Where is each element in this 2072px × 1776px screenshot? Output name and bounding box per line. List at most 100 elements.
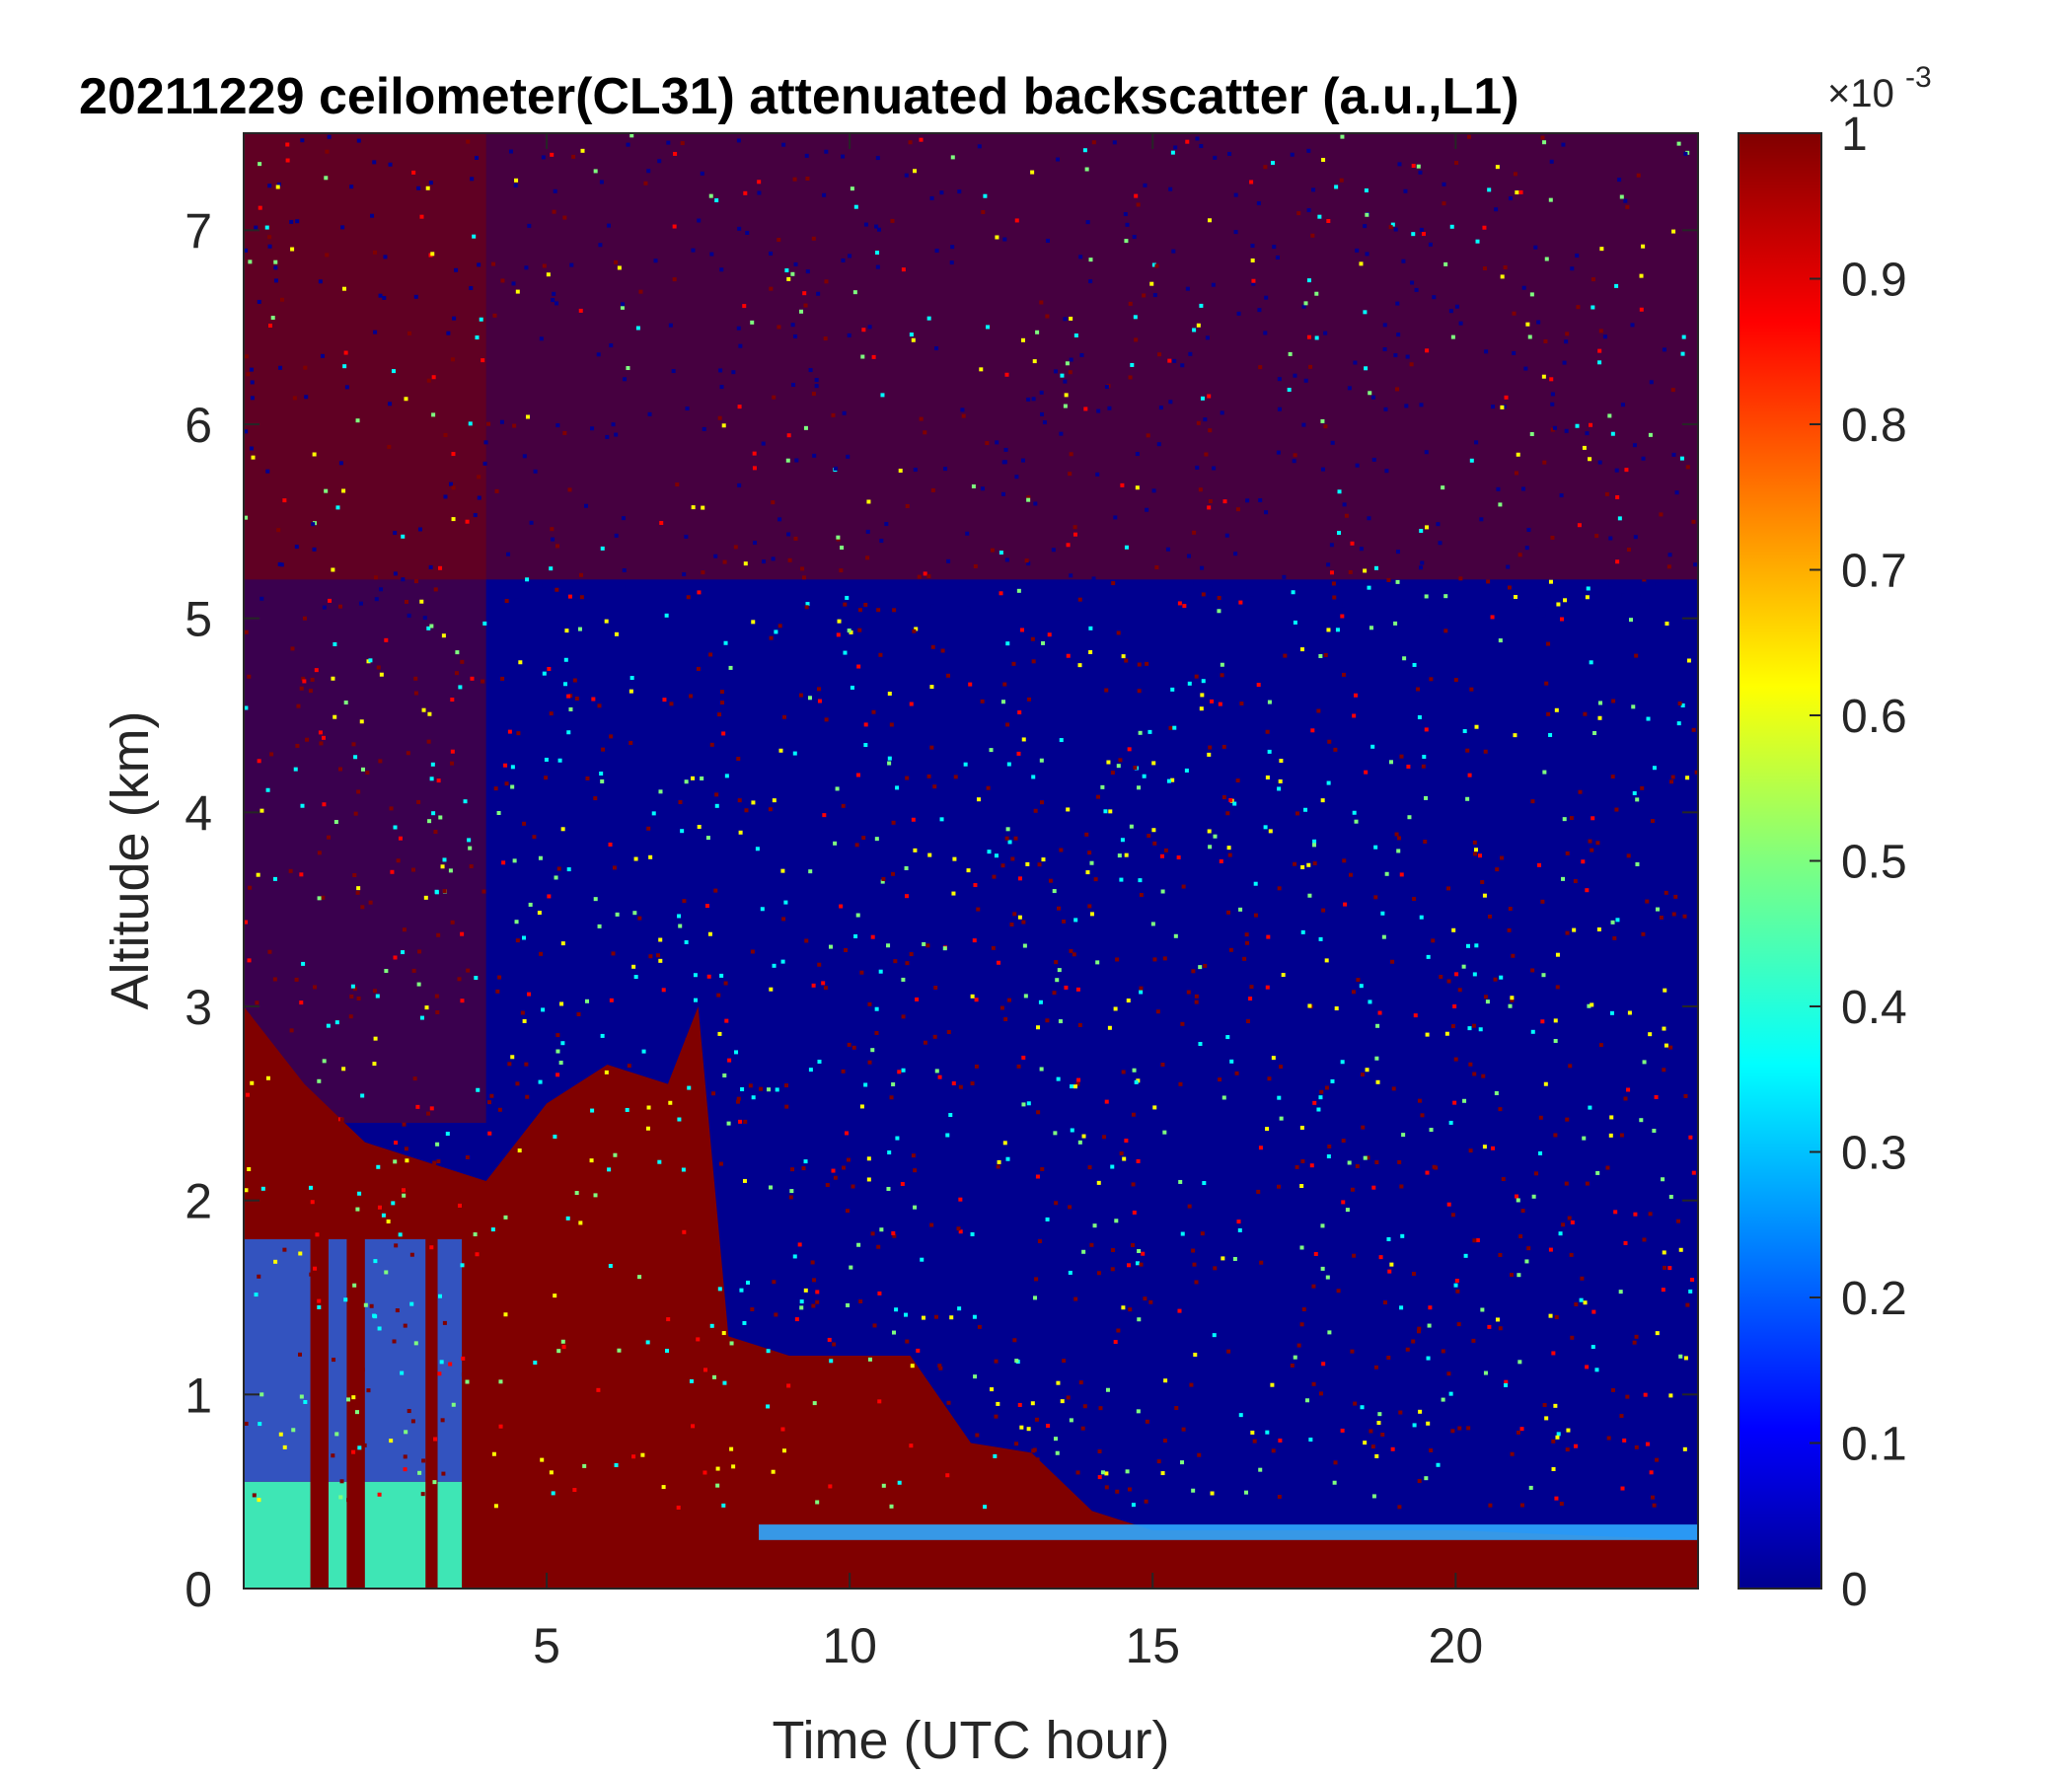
noise-speck bbox=[405, 599, 409, 604]
noise-speck bbox=[1419, 565, 1424, 570]
noise-speck bbox=[1490, 615, 1495, 620]
noise-speck bbox=[1550, 535, 1555, 540]
noise-speck bbox=[1409, 362, 1414, 367]
noise-speck bbox=[1345, 1208, 1350, 1213]
noise-speck bbox=[1482, 225, 1487, 230]
noise-speck bbox=[450, 357, 455, 362]
noise-speck bbox=[1208, 428, 1213, 433]
noise-speck bbox=[828, 944, 833, 949]
noise-speck bbox=[991, 945, 996, 950]
noise-speck bbox=[1238, 600, 1243, 605]
noise-speck bbox=[1072, 952, 1076, 957]
noise-speck bbox=[1397, 1159, 1402, 1164]
noise-speck bbox=[373, 1259, 378, 1264]
noise-speck bbox=[1474, 943, 1479, 948]
noise-speck bbox=[1203, 417, 1208, 422]
noise-speck bbox=[1222, 615, 1227, 620]
noise-speck bbox=[1524, 546, 1529, 551]
noise-speck bbox=[1341, 672, 1346, 677]
noise-speck bbox=[1017, 1402, 1022, 1407]
noise-speck bbox=[1397, 836, 1402, 841]
noise-speck bbox=[841, 1069, 846, 1073]
noise-speck bbox=[1469, 687, 1474, 692]
noise-speck bbox=[719, 973, 724, 978]
noise-speck bbox=[1136, 202, 1141, 207]
noise-speck bbox=[1417, 1098, 1422, 1103]
noise-speck bbox=[1104, 1485, 1109, 1490]
noise-speck bbox=[1293, 1355, 1297, 1360]
noise-speck bbox=[344, 385, 349, 390]
noise-speck bbox=[865, 555, 870, 560]
noise-speck bbox=[1543, 1081, 1548, 1086]
noise-speck bbox=[1221, 1256, 1225, 1261]
noise-speck bbox=[1569, 816, 1574, 821]
noise-speck bbox=[457, 1203, 462, 1208]
noise-speck bbox=[1330, 440, 1335, 445]
colorbar-gradient bbox=[1739, 133, 1821, 1589]
noise-speck bbox=[539, 336, 544, 341]
noise-speck bbox=[1565, 1447, 1570, 1452]
noise-speck bbox=[1614, 283, 1619, 288]
noise-speck bbox=[1149, 281, 1154, 286]
noise-speck bbox=[409, 1252, 414, 1257]
noise-speck bbox=[1495, 867, 1500, 872]
noise-speck bbox=[653, 259, 658, 263]
noise-speck bbox=[824, 279, 829, 284]
noise-speck bbox=[933, 1314, 938, 1319]
noise-speck bbox=[1478, 1027, 1483, 1032]
noise-speck bbox=[781, 1448, 786, 1453]
noise-speck bbox=[657, 1159, 662, 1164]
noise-speck bbox=[797, 1511, 802, 1516]
noise-speck bbox=[1354, 693, 1359, 698]
noise-speck bbox=[324, 1405, 329, 1410]
noise-speck bbox=[787, 557, 792, 562]
noise-speck bbox=[945, 1133, 950, 1138]
noise-speck bbox=[602, 1146, 607, 1150]
noise-speck bbox=[1525, 322, 1530, 327]
noise-speck bbox=[1031, 775, 1036, 779]
noise-speck bbox=[1040, 1166, 1045, 1171]
noise-speck bbox=[689, 694, 694, 699]
noise-speck bbox=[970, 1231, 975, 1236]
noise-speck bbox=[751, 620, 756, 625]
noise-speck bbox=[436, 1159, 441, 1164]
noise-speck bbox=[372, 1313, 377, 1318]
noise-speck bbox=[424, 1005, 429, 1010]
noise-speck bbox=[1429, 1447, 1434, 1452]
noise-speck bbox=[432, 1480, 437, 1485]
noise-speck bbox=[880, 393, 885, 398]
noise-speck bbox=[1441, 1349, 1445, 1354]
noise-speck bbox=[687, 1085, 692, 1090]
noise-speck bbox=[355, 418, 360, 423]
noise-speck bbox=[1516, 1198, 1520, 1203]
noise-speck bbox=[1551, 1439, 1556, 1443]
noise-speck bbox=[1543, 338, 1548, 343]
noise-speck bbox=[786, 1383, 791, 1388]
noise-speck bbox=[521, 935, 526, 940]
noise-speck bbox=[766, 1404, 771, 1409]
noise-speck bbox=[1167, 358, 1172, 363]
noise-speck bbox=[1063, 317, 1068, 322]
noise-speck bbox=[1403, 188, 1408, 193]
noise-speck bbox=[402, 927, 407, 932]
noise-speck bbox=[1451, 927, 1456, 932]
noise-speck bbox=[711, 1091, 716, 1096]
noise-speck bbox=[1228, 947, 1233, 952]
noise-speck bbox=[417, 1470, 422, 1475]
noise-speck bbox=[937, 1364, 942, 1369]
noise-speck bbox=[1625, 1394, 1630, 1399]
noise-speck bbox=[929, 685, 934, 690]
noise-speck bbox=[299, 1394, 304, 1399]
noise-speck bbox=[1168, 400, 1173, 405]
noise-speck bbox=[398, 1232, 403, 1237]
noise-speck bbox=[1310, 233, 1315, 238]
noise-speck bbox=[738, 830, 743, 835]
noise-speck bbox=[267, 184, 272, 188]
noise-speck bbox=[908, 140, 913, 145]
noise-speck bbox=[1083, 407, 1088, 411]
noise-speck bbox=[846, 454, 851, 459]
noise-speck bbox=[515, 1081, 520, 1086]
noise-speck bbox=[1375, 1023, 1380, 1028]
noise-speck bbox=[1316, 1107, 1321, 1112]
noise-speck bbox=[1066, 807, 1071, 812]
